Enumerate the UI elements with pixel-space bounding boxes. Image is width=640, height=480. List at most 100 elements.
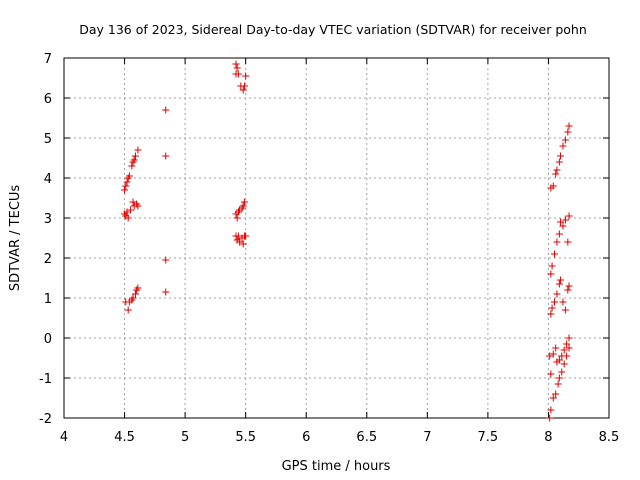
data-markers	[121, 60, 573, 422]
data-point	[563, 352, 571, 360]
y-tick-label: 7	[44, 52, 52, 67]
data-point	[546, 352, 554, 360]
data-point	[554, 380, 562, 388]
data-point	[551, 250, 558, 258]
data-point	[561, 136, 569, 144]
data-point	[549, 182, 557, 190]
data-point	[555, 280, 563, 288]
y-tick-label: 5	[44, 132, 52, 147]
data-point	[239, 202, 247, 210]
data-point	[564, 238, 572, 246]
y-tick-label: 4	[44, 172, 52, 187]
data-point	[565, 344, 573, 352]
data-point	[555, 356, 563, 364]
data-point	[549, 350, 557, 358]
data-point	[559, 298, 567, 306]
data-point	[553, 238, 561, 246]
plot-frame	[63, 57, 610, 419]
data-point	[561, 216, 569, 224]
data-point	[552, 170, 560, 178]
data-point	[121, 186, 129, 194]
data-point	[123, 178, 131, 186]
data-point	[563, 340, 571, 348]
x-tick-label: 4.5	[114, 430, 135, 445]
data-point	[548, 262, 556, 270]
x-tick-label: 5.5	[235, 430, 256, 445]
y-tick-label: 2	[44, 252, 52, 267]
data-point	[233, 214, 241, 222]
data-point	[552, 390, 560, 398]
data-point	[232, 60, 240, 68]
data-point	[557, 218, 565, 226]
data-point	[129, 294, 137, 302]
y-tick-label: 6	[44, 92, 52, 107]
data-point	[553, 166, 561, 174]
data-point	[134, 284, 142, 292]
data-point	[122, 182, 130, 190]
data-point	[564, 128, 572, 136]
data-point	[560, 346, 568, 354]
data-point	[564, 286, 572, 294]
data-point	[123, 208, 131, 216]
y-tick-label: 3	[44, 212, 52, 227]
data-point	[557, 152, 565, 160]
data-point	[558, 368, 566, 376]
x-tick-label: 6.5	[356, 430, 377, 445]
data-point	[555, 158, 563, 166]
axis-ticks	[63, 57, 610, 419]
data-point	[565, 212, 573, 220]
x-tick-label: 8.5	[599, 430, 620, 445]
data-point	[557, 276, 565, 284]
x-tick-label: 5	[181, 430, 189, 445]
data-point	[234, 232, 242, 240]
data-point	[549, 394, 557, 402]
data-point	[239, 240, 247, 248]
data-point	[240, 198, 248, 206]
x-tick-label: 7.5	[478, 430, 499, 445]
x-axis-tick-labels: 4 4.5 5 5.5 6 6.5 7 7.5 8 8.5	[60, 430, 619, 445]
data-point	[131, 290, 139, 298]
data-point	[162, 256, 170, 264]
y-tick-label: 1	[44, 292, 52, 307]
x-tick-label: 8	[544, 430, 552, 445]
x-axis-label: GPS time / hours	[282, 459, 391, 474]
grid-lines	[64, 58, 609, 418]
data-point	[565, 122, 573, 130]
data-point	[162, 288, 170, 296]
data-point	[547, 310, 555, 318]
data-point	[236, 238, 244, 246]
data-point	[127, 206, 135, 214]
data-point	[124, 306, 132, 314]
y-tick-label: 0	[44, 332, 52, 347]
data-point	[553, 290, 561, 298]
data-point	[239, 86, 247, 94]
data-point	[134, 146, 142, 154]
data-point	[559, 142, 567, 150]
data-point	[560, 360, 568, 368]
data-point	[242, 232, 250, 240]
data-point	[162, 106, 170, 114]
data-point	[124, 214, 132, 222]
data-point	[240, 82, 248, 90]
data-point	[234, 70, 242, 78]
data-point	[565, 282, 573, 290]
data-point	[125, 172, 133, 180]
data-point	[129, 198, 137, 206]
data-point	[233, 64, 241, 72]
data-point	[547, 370, 555, 378]
data-point	[547, 270, 555, 278]
x-tick-label: 6	[302, 430, 310, 445]
y-tick-label: -2	[39, 412, 52, 427]
chart-title: Day 136 of 2023, Sidereal Day-to-day VTE…	[79, 22, 587, 37]
data-point	[561, 306, 569, 314]
data-point	[162, 152, 170, 160]
data-point	[559, 222, 567, 230]
y-axis-label: SDTVAR / TECUs	[8, 185, 23, 292]
data-point	[552, 344, 560, 352]
data-point	[565, 334, 573, 342]
data-point	[134, 202, 142, 210]
x-tick-label: 4	[60, 430, 68, 445]
data-point	[546, 414, 554, 422]
data-point	[131, 152, 139, 160]
